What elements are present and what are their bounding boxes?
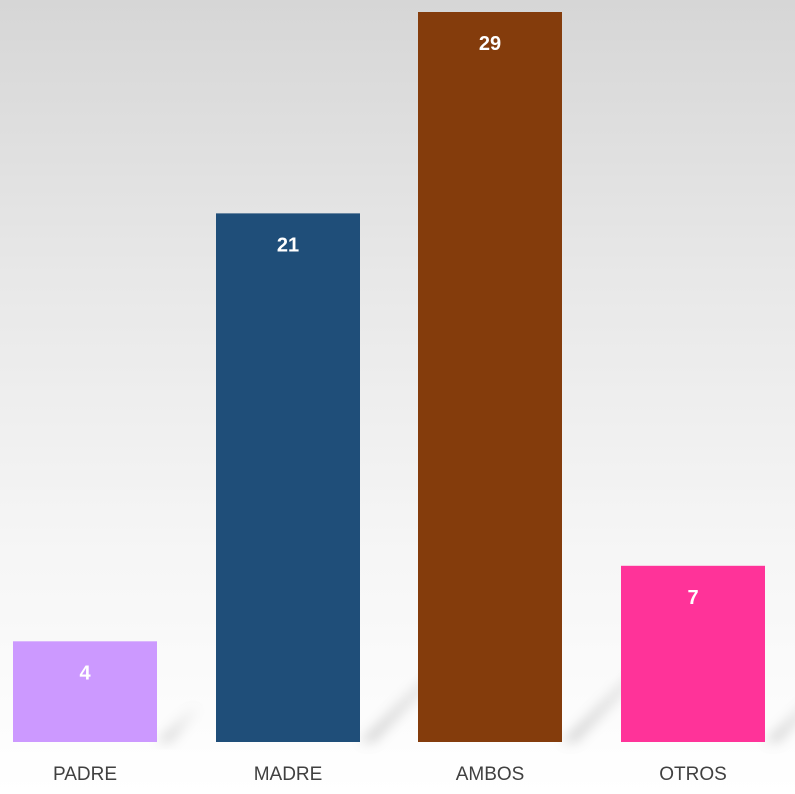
bar-ambos <box>418 12 562 742</box>
x-tick-label-otros: OTROS <box>659 764 727 785</box>
data-label-otros: 7 <box>687 587 698 609</box>
data-label-ambos: 29 <box>479 33 501 55</box>
x-tick-label-ambos: AMBOS <box>456 764 525 785</box>
data-labels-group: 4 21 29 7 <box>79 33 698 684</box>
bar-padre <box>13 641 157 742</box>
data-label-madre: 21 <box>277 234 299 256</box>
data-label-padre: 4 <box>79 662 91 684</box>
x-axis-tick-labels: PADRE MADRE AMBOS OTROS <box>53 764 727 785</box>
bar-shadow-otros <box>765 712 795 742</box>
x-tick-label-madre: MADRE <box>254 764 323 785</box>
bar-otros <box>621 565 765 742</box>
bar-madre <box>216 213 360 743</box>
bar-shadow-padre <box>157 706 203 742</box>
x-tick-label-padre: PADRE <box>53 764 117 785</box>
bars-group <box>13 12 765 743</box>
